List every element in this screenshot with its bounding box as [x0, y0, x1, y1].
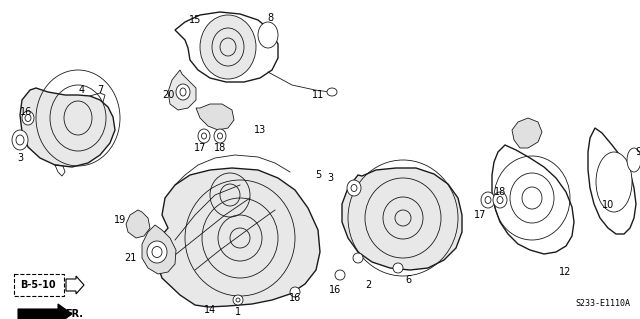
Ellipse shape	[335, 270, 345, 280]
Polygon shape	[126, 210, 150, 238]
Text: 16: 16	[289, 293, 301, 303]
Text: 16: 16	[20, 107, 32, 117]
Ellipse shape	[497, 197, 503, 204]
Ellipse shape	[152, 247, 162, 257]
Text: 19: 19	[114, 215, 126, 225]
Polygon shape	[66, 276, 84, 294]
Polygon shape	[18, 304, 72, 319]
Text: S233-E1110A: S233-E1110A	[575, 299, 630, 308]
Text: 14: 14	[204, 305, 216, 315]
Ellipse shape	[395, 210, 411, 226]
Text: 15: 15	[189, 15, 201, 25]
Ellipse shape	[236, 298, 240, 302]
Text: 9: 9	[635, 147, 640, 157]
Text: 3: 3	[17, 153, 23, 163]
Text: FR.: FR.	[65, 309, 83, 319]
Text: 12: 12	[559, 267, 571, 277]
Ellipse shape	[218, 133, 223, 139]
Text: 8: 8	[267, 13, 273, 23]
Text: 6: 6	[405, 275, 411, 285]
Ellipse shape	[147, 241, 167, 263]
Ellipse shape	[290, 287, 300, 297]
Text: 17: 17	[474, 210, 486, 220]
Ellipse shape	[485, 197, 491, 204]
Text: 18: 18	[494, 187, 506, 197]
Ellipse shape	[327, 88, 337, 96]
Ellipse shape	[522, 187, 542, 209]
Ellipse shape	[230, 228, 250, 248]
Ellipse shape	[214, 129, 226, 143]
Ellipse shape	[627, 148, 640, 172]
Text: 4: 4	[79, 85, 85, 95]
Ellipse shape	[596, 152, 632, 212]
Polygon shape	[196, 104, 234, 130]
Ellipse shape	[353, 253, 363, 263]
Ellipse shape	[64, 101, 92, 135]
Ellipse shape	[16, 135, 24, 145]
Text: 5: 5	[315, 170, 321, 180]
Ellipse shape	[198, 129, 210, 143]
Ellipse shape	[12, 130, 28, 150]
Text: 20: 20	[162, 90, 174, 100]
Ellipse shape	[200, 15, 256, 79]
Text: 21: 21	[124, 253, 136, 263]
Polygon shape	[155, 168, 320, 307]
Ellipse shape	[347, 180, 361, 196]
Polygon shape	[342, 168, 462, 270]
Polygon shape	[142, 225, 176, 274]
Polygon shape	[512, 118, 542, 148]
Text: B-5-10: B-5-10	[20, 280, 56, 290]
Ellipse shape	[233, 295, 243, 305]
Ellipse shape	[481, 192, 495, 208]
Text: 16: 16	[329, 285, 341, 295]
Ellipse shape	[176, 84, 190, 100]
Text: 3: 3	[327, 173, 333, 183]
Ellipse shape	[180, 88, 186, 96]
Ellipse shape	[493, 192, 507, 208]
Text: 13: 13	[254, 125, 266, 135]
Ellipse shape	[22, 111, 34, 125]
Ellipse shape	[258, 22, 278, 48]
Text: 7: 7	[97, 85, 103, 95]
Text: 2: 2	[365, 280, 371, 290]
Polygon shape	[20, 88, 115, 167]
Ellipse shape	[202, 133, 207, 139]
Ellipse shape	[351, 184, 357, 191]
Polygon shape	[168, 70, 196, 110]
Text: 18: 18	[214, 143, 226, 153]
Text: 10: 10	[602, 200, 614, 210]
Text: 1: 1	[235, 307, 241, 317]
Ellipse shape	[25, 115, 31, 122]
Text: 17: 17	[194, 143, 206, 153]
Text: 11: 11	[312, 90, 324, 100]
Ellipse shape	[393, 263, 403, 273]
